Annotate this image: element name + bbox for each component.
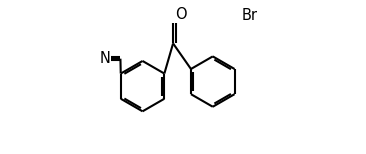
Text: Br: Br xyxy=(242,8,258,23)
Text: N: N xyxy=(99,51,110,66)
Text: O: O xyxy=(176,7,187,22)
